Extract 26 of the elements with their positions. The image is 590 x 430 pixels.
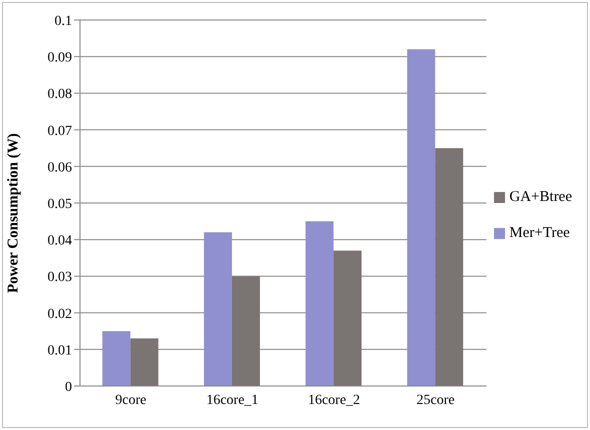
y-tick-label: 0.1 xyxy=(54,14,72,29)
y-tick-label: 0.05 xyxy=(48,196,72,212)
legend-label: GA+Btree xyxy=(509,189,572,205)
x-tick-label: 25core xyxy=(416,392,455,408)
bar xyxy=(306,221,334,386)
y-tick-label: 0.09 xyxy=(48,50,72,66)
y-tick-label: 0.06 xyxy=(48,160,72,176)
legend-label: Mer+Tree xyxy=(509,225,570,241)
y-axis-title: Power Consumption (W) xyxy=(5,133,22,293)
y-tick-label: 0.01 xyxy=(48,343,72,358)
y-tick-label: 0.03 xyxy=(48,270,72,286)
bar xyxy=(435,148,464,386)
x-tick-label: 9core xyxy=(115,392,146,408)
bar xyxy=(204,232,232,386)
bar xyxy=(334,250,362,386)
y-tick-label: 0.08 xyxy=(48,87,72,102)
y-tick-label: 0.02 xyxy=(48,306,72,322)
y-tick-label: 0.07 xyxy=(48,124,72,139)
bar xyxy=(407,49,436,386)
x-tick-label: 16core_1 xyxy=(206,392,258,408)
bar xyxy=(130,338,158,386)
bar xyxy=(102,331,130,386)
y-tick-label: 0.04 xyxy=(48,234,72,249)
y-tick-label: 0 xyxy=(65,380,72,395)
bar xyxy=(232,276,260,386)
x-tick-label: 16core_2 xyxy=(308,392,360,408)
